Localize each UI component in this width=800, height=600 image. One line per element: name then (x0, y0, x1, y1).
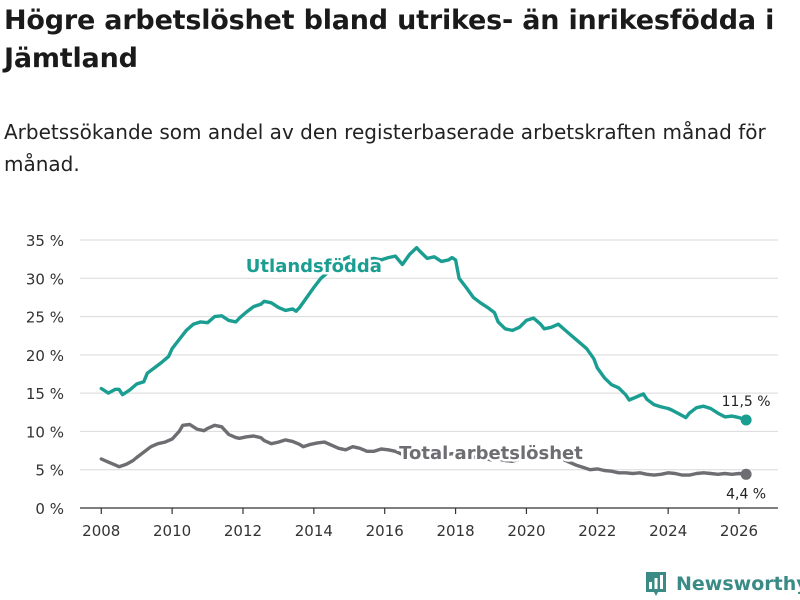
x-tick-label: 2008 (82, 522, 120, 540)
brand-name: Newsworthy (676, 573, 800, 595)
series-end-label-total-arbetsl-shet: 4,4 % (726, 486, 766, 502)
y-tick-label: 20 % (26, 347, 64, 365)
x-tick-label: 2018 (436, 522, 474, 540)
x-tick-label: 2014 (295, 522, 333, 540)
x-tick-label: 2012 (224, 522, 262, 540)
y-tick-label: 30 % (26, 270, 64, 288)
series-label-total-arbetsl-shet: Total arbetslöshet (399, 443, 583, 464)
x-tick-label: 2016 (366, 522, 404, 540)
y-tick-label: 5 % (35, 462, 64, 480)
x-tick-label: 2022 (578, 522, 616, 540)
y-tick-label: 35 % (26, 232, 64, 250)
y-tick-label: 15 % (26, 385, 64, 403)
brand-logo: Newsworthy (644, 569, 800, 599)
y-tick-label: 25 % (26, 309, 64, 327)
series-end-marker-total-arbetsl-shet (740, 468, 752, 480)
series-end-marker-utlandsf-dda (740, 414, 752, 426)
series-line-utlandsf-dda (99, 246, 748, 422)
chart-subtitle: Arbetssökande som andel av den registerb… (4, 120, 766, 176)
series-end-label-utlandsf-dda: 11,5 % (722, 394, 771, 410)
x-tick-label: 2010 (153, 522, 191, 540)
x-tick-label: 2026 (720, 522, 758, 540)
series-label-utlandsf-dda: Utlandsfödda (246, 256, 382, 277)
x-tick-label: 2020 (507, 522, 545, 540)
y-tick-label: 0 % (35, 500, 64, 518)
bar-chart-logo-icon (646, 572, 666, 596)
x-tick-label: 2024 (649, 522, 687, 540)
y-tick-label: 10 % (26, 423, 64, 441)
series-line-total-arbetsl-shet (99, 422, 748, 477)
chart-title: Högre arbetslöshet bland utrikes- än inr… (4, 5, 775, 74)
